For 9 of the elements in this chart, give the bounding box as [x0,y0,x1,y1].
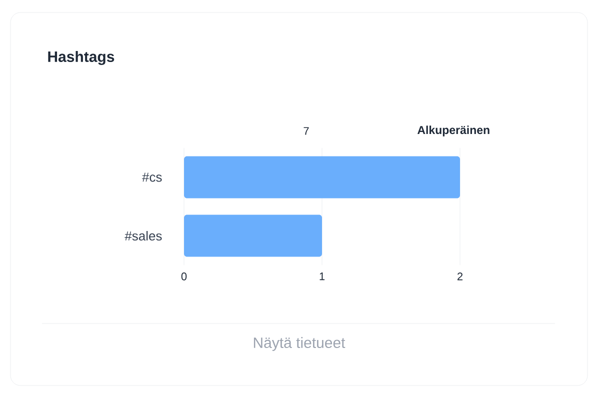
text: Alkuperäinen [417,126,490,136]
x-tick-label: 2 [457,272,463,280]
text: 7 [304,127,309,135]
x-tick-label: 0 [181,272,187,280]
text: Näytä tietueet [254,337,346,351]
y-tick-label: #cs [142,172,162,182]
chart-title: Hashtags [48,50,114,66]
x-tick-label: 1 [320,272,325,280]
y-tick-label: #sales [124,230,162,241]
